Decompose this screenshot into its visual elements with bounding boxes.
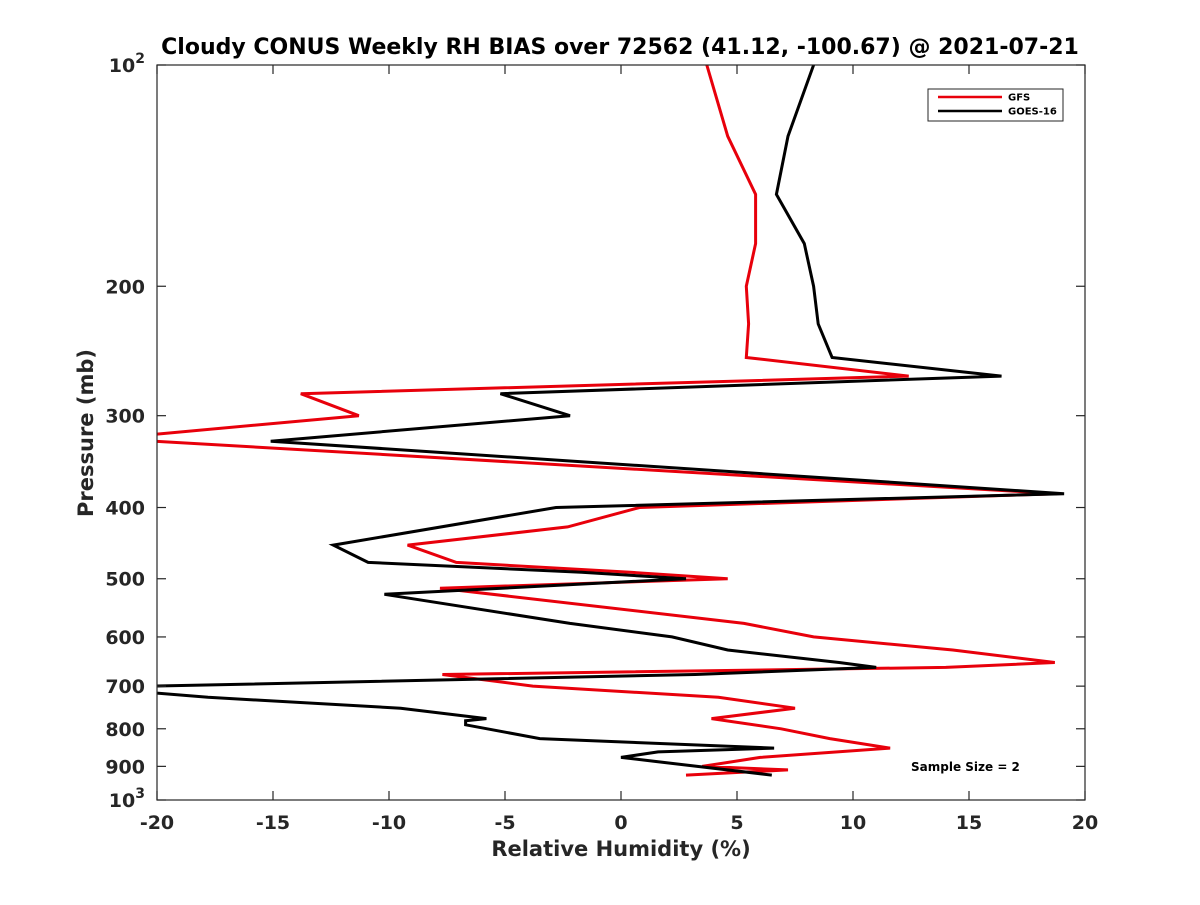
y-tick-label: 800	[105, 719, 145, 741]
x-tick-label: 15	[956, 812, 982, 834]
x-tick-label: 0	[614, 812, 627, 834]
y-tick-label: 700	[105, 676, 145, 698]
x-axis: -20 -15 -10 -5 0 5 10 15 20	[140, 65, 1098, 834]
y-tick-label: 300	[105, 406, 145, 428]
x-axis-label: Relative Humidity (%)	[491, 837, 750, 861]
plot-frame	[156, 64, 1086, 801]
legend-label-gfs: GFS	[1008, 93, 1030, 104]
plot-area	[157, 65, 1065, 777]
x-tick-label: 10	[840, 812, 866, 834]
x-tick-label: -5	[494, 812, 515, 834]
y-tick-label: 102	[109, 51, 145, 77]
legend: GFS GOES-16	[927, 88, 1064, 122]
y-axis: 102 200 300 400 500 600 700 800 900 103	[105, 51, 1085, 812]
x-tick-label: 20	[1072, 812, 1098, 834]
sample-size-annotation: Sample Size = 2	[911, 760, 1020, 774]
x-tick-label: 5	[730, 812, 743, 834]
y-tick-label: 900	[105, 756, 145, 778]
y-tick-label: 103	[109, 786, 145, 812]
x-tick-label: -20	[140, 812, 174, 834]
series-line-gfs	[157, 65, 1058, 777]
series-line-goes-16	[157, 65, 1065, 777]
y-axis-label: Pressure (mb)	[74, 349, 98, 517]
legend-box	[927, 88, 1064, 122]
x-tick-label: -15	[256, 812, 290, 834]
y-tick-label: 400	[105, 498, 145, 520]
legend-label-goes-16: GOES-16	[1008, 107, 1057, 118]
x-tick-label: -10	[372, 812, 406, 834]
chart-title: Cloudy CONUS Weekly RH BIAS over 72562 (…	[161, 35, 1079, 60]
y-tick-label: 200	[105, 276, 145, 298]
y-tick-label: 500	[105, 569, 145, 591]
y-tick-label: 600	[105, 627, 145, 649]
